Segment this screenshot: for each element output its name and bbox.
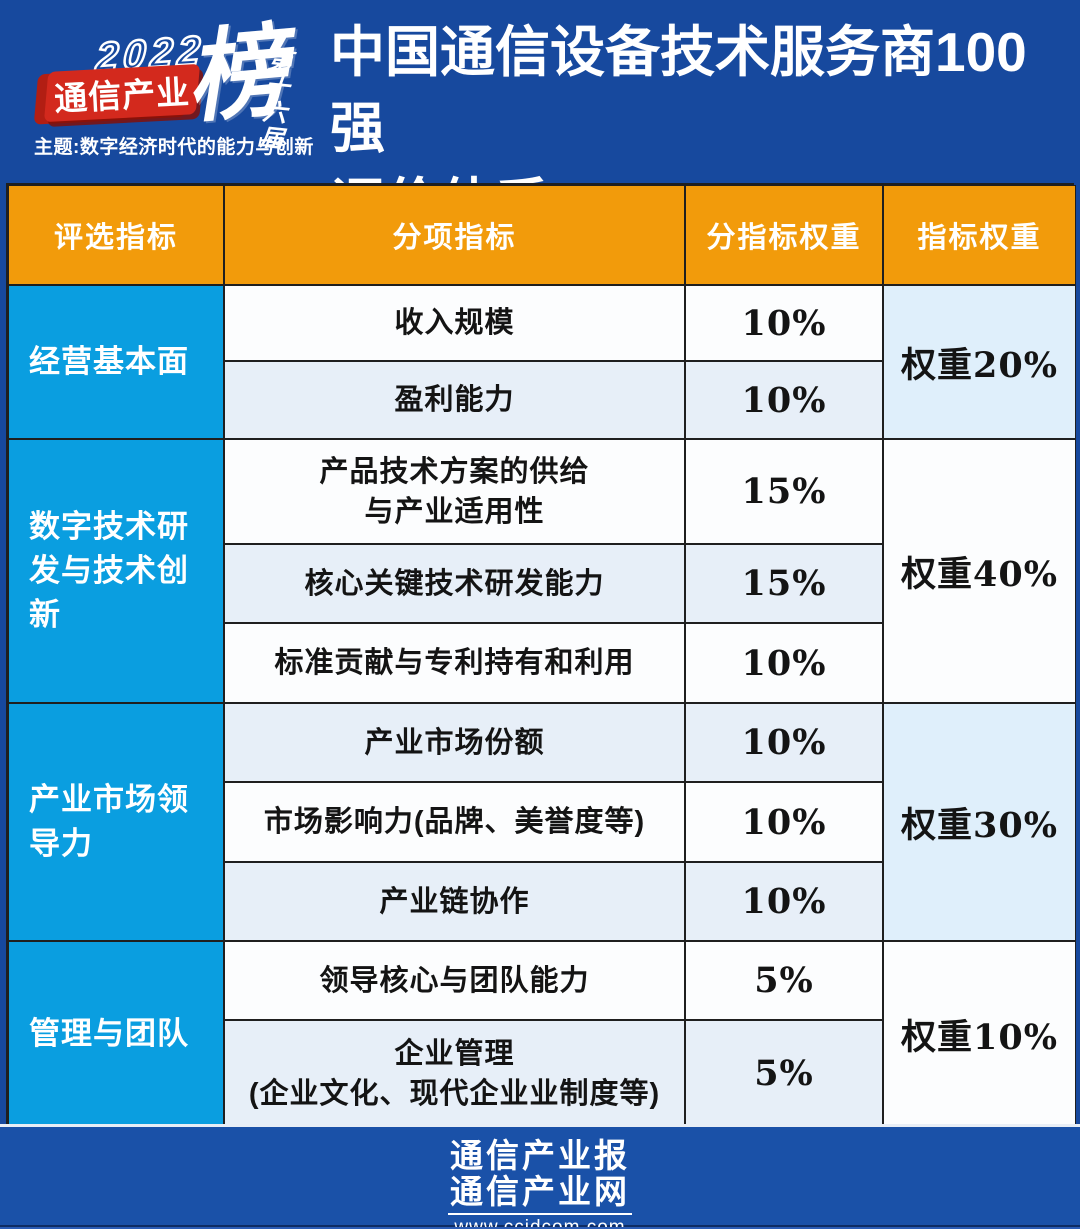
indicator-cell: 收入规模 [224,285,685,361]
indicator-cell: 产业市场份额 [224,703,685,782]
event-logo: 2022 通信产业 榜 第十六届 主题:数字经济时代的能力与创新 [18,10,323,175]
column-header-4: 指标权重 [883,185,1076,285]
column-header-3: 分指标权重 [685,185,883,285]
section-weight-cell: 权重10% [883,941,1076,1127]
category-cell: 管理与团队 [8,941,224,1127]
logo-theme-text: 主题:数字经济时代的能力与创新 [34,137,314,158]
indicator-cell: 市场影响力(品牌、美誉度等) [224,782,685,862]
indicator-cell: 标准贡献与专利持有和利用 [224,623,685,703]
indicator-weight-cell: 10% [685,703,883,782]
indicator-cell: 领导核心与团队能力 [224,941,685,1020]
indicator-weight-cell: 5% [685,1020,883,1127]
column-header-2: 分项指标 [224,185,685,285]
logo-red-banner: 通信产业 [43,63,201,123]
indicator-cell: 企业管理 (企业文化、现代企业业制度等) [224,1020,685,1127]
indicator-weight-cell: 10% [685,285,883,361]
footer-bottom-strip [0,1227,1080,1229]
category-cell: 产业市场领 导力 [8,703,224,941]
section-weight-cell: 权重40% [883,439,1076,703]
footer-band [0,1124,1080,1227]
section-weight-cell: 权重30% [883,703,1076,941]
footer-brand-line2: 通信产业网 [450,1173,630,1210]
indicator-cell: 盈利能力 [224,361,685,439]
indicator-weight-cell: 10% [685,862,883,941]
evaluation-table: 评选指标 分项指标 分指标权重 指标权重 经营基本面 收入规模 10% 盈利能力 10% 权重20… [6,183,1076,1127]
indicator-cell: 核心关键技术研发能力 [224,544,685,623]
indicator-weight-cell: 10% [685,623,883,703]
column-header-1: 评选指标 [8,185,224,285]
logo-banner-text: 通信产业 [53,73,192,118]
section-weight-cell: 权重20% [883,285,1076,439]
footer-logo: 通信产业报 通信产业网 www.ccidcom.com [0,1138,1080,1229]
footer-brand-line1: 通信产业报 [450,1137,630,1174]
indicator-weight-cell: 10% [685,361,883,439]
indicator-weight-cell: 15% [685,544,883,623]
category-cell: 数字技术研 发与技术创 新 [8,439,224,703]
footer-website-url: www.ccidcom.com [448,1213,632,1229]
indicator-cell: 产品技术方案的供给 与产业适用性 [224,439,685,544]
indicator-cell: 产业链协作 [224,862,685,941]
indicator-weight-cell: 15% [685,439,883,544]
category-cell: 经营基本面 [8,285,224,439]
indicator-weight-cell: 10% [685,782,883,862]
indicator-weight-cell: 5% [685,941,883,1020]
